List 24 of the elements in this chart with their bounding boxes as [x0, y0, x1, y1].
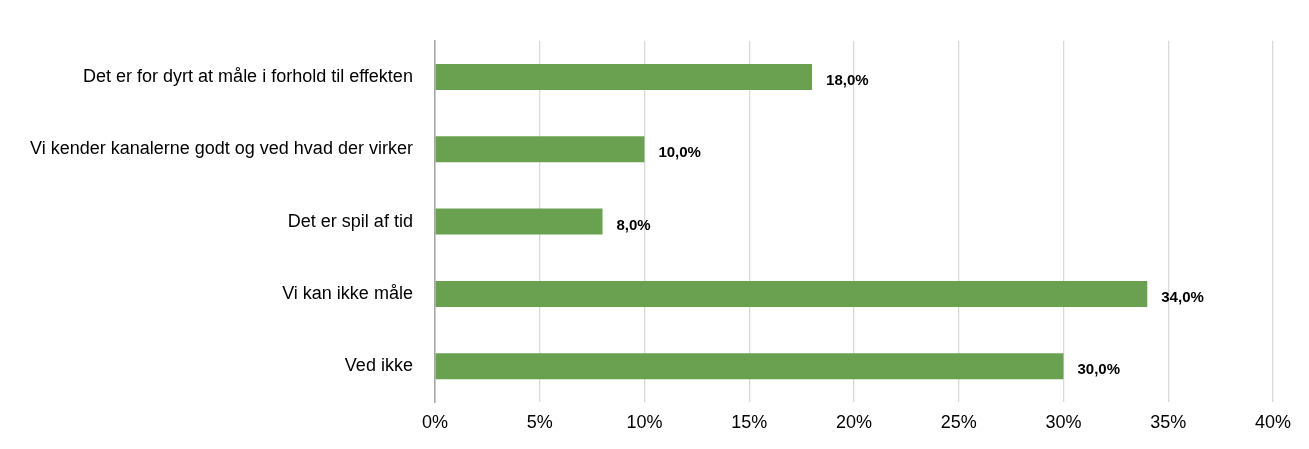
x-tick-label: 30% [1045, 412, 1082, 433]
y-tick-label: Det er spil af tid [287, 210, 413, 231]
y-tick-label: Det er for dyrt at måle i forhold til effekten [83, 65, 413, 86]
x-tick-label: 5% [526, 412, 553, 433]
x-tick-label: 0% [421, 412, 448, 433]
y-tick-label: Vi kender kanalerne godt og ved hvad der virker [30, 138, 413, 159]
x-tick-label: 15% [731, 412, 768, 433]
bar [435, 136, 645, 163]
bar [435, 208, 603, 235]
y-tick-label: Ved ikke [344, 355, 413, 376]
x-tick-label: 40% [1254, 412, 1291, 433]
x-tick-label: 25% [940, 412, 977, 433]
x-tick-label: 10% [626, 412, 663, 433]
data-label: 18,0% [826, 71, 869, 89]
data-label: 30,0% [1077, 360, 1121, 378]
data-label: 10,0% [658, 143, 701, 161]
x-tick-label: 20% [835, 412, 872, 433]
bar [435, 353, 1064, 380]
bar [435, 280, 1148, 307]
data-label: 34,0% [1161, 288, 1204, 306]
x-tick-label: 35% [1150, 412, 1187, 433]
bar [435, 63, 813, 90]
y-tick-label: Vi kan ikke måle [282, 282, 413, 303]
data-label: 8,0% [616, 215, 651, 233]
